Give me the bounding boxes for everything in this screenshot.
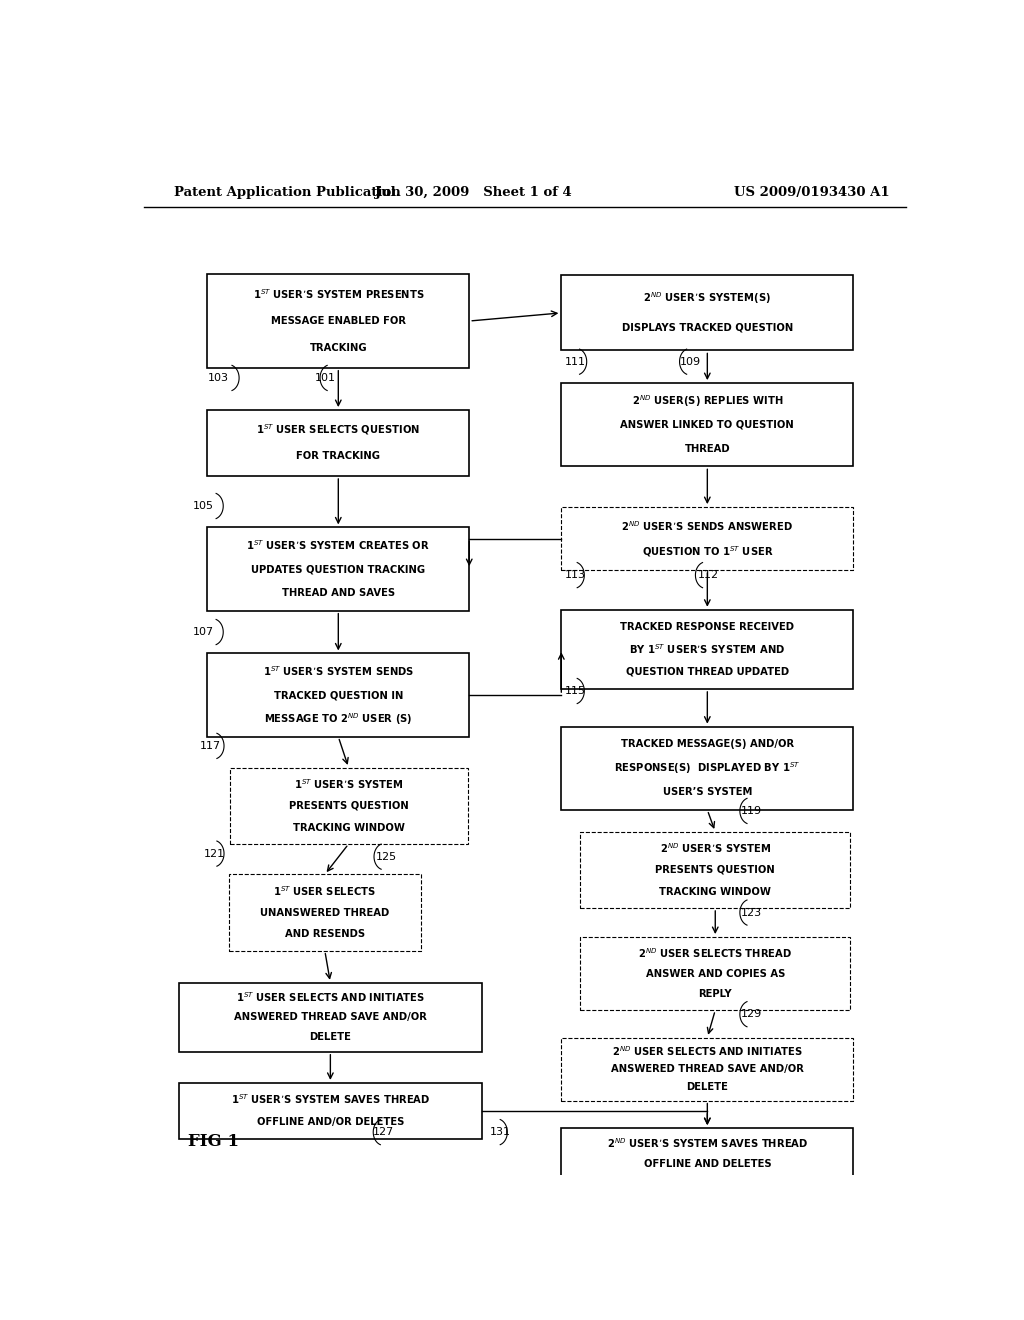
Text: 1$^{ST}$ USER SELECTS: 1$^{ST}$ USER SELECTS <box>273 884 376 898</box>
Text: Jul. 30, 2009   Sheet 1 of 4: Jul. 30, 2009 Sheet 1 of 4 <box>375 186 571 199</box>
Text: 1$^{ST}$ USER’S SYSTEM SENDS: 1$^{ST}$ USER’S SYSTEM SENDS <box>263 664 414 678</box>
Text: 2$^{ND}$ USER’S SYSTEM SAVES THREAD: 2$^{ND}$ USER’S SYSTEM SAVES THREAD <box>606 1137 808 1150</box>
Text: REPLY: REPLY <box>698 990 732 999</box>
Text: USER’S SYSTEM: USER’S SYSTEM <box>663 787 752 797</box>
Text: ANSWER LINKED TO QUESTION: ANSWER LINKED TO QUESTION <box>621 420 795 430</box>
Text: 1$^{ST}$ USER’S SYSTEM PRESENTS: 1$^{ST}$ USER’S SYSTEM PRESENTS <box>253 288 424 301</box>
Text: TRACKED QUESTION IN: TRACKED QUESTION IN <box>273 690 403 700</box>
Text: RESPONSE(S)  DISPLAYED BY 1$^{ST}$: RESPONSE(S) DISPLAYED BY 1$^{ST}$ <box>614 760 801 776</box>
Text: QUESTION TO 1$^{ST}$ USER: QUESTION TO 1$^{ST}$ USER <box>642 544 773 558</box>
Text: 105: 105 <box>194 502 214 511</box>
Text: DELETE: DELETE <box>686 1082 728 1092</box>
Text: US 2009/0193430 A1: US 2009/0193430 A1 <box>734 186 890 199</box>
Text: 2$^{ND}$ USER’S SENDS ANSWERED: 2$^{ND}$ USER’S SENDS ANSWERED <box>622 519 794 533</box>
Text: 1$^{ST}$ USER’S SYSTEM SAVES THREAD: 1$^{ST}$ USER’S SYSTEM SAVES THREAD <box>230 1093 430 1106</box>
Text: 127: 127 <box>373 1127 393 1137</box>
Text: QUESTION THREAD UPDATED: QUESTION THREAD UPDATED <box>626 667 788 677</box>
Text: OFFLINE AND/OR DELETES: OFFLINE AND/OR DELETES <box>257 1117 404 1127</box>
Text: 112: 112 <box>697 570 719 579</box>
Text: THREAD AND SAVES: THREAD AND SAVES <box>282 587 395 598</box>
Text: 109: 109 <box>680 356 700 367</box>
Text: PRESENTS QUESTION: PRESENTS QUESTION <box>655 865 775 875</box>
Text: 119: 119 <box>740 807 762 816</box>
Text: 131: 131 <box>489 1127 511 1137</box>
Text: 101: 101 <box>314 374 336 383</box>
Text: ANSWERED THREAD SAVE AND/OR: ANSWERED THREAD SAVE AND/OR <box>611 1064 804 1074</box>
FancyBboxPatch shape <box>207 275 469 368</box>
Text: UPDATES QUESTION TRACKING: UPDATES QUESTION TRACKING <box>251 564 425 574</box>
FancyBboxPatch shape <box>561 507 853 570</box>
Text: ANSWER AND COPIES AS: ANSWER AND COPIES AS <box>645 969 785 978</box>
Text: 2$^{ND}$ USER SELECTS THREAD: 2$^{ND}$ USER SELECTS THREAD <box>638 945 793 960</box>
Text: THREAD: THREAD <box>684 444 730 454</box>
Text: 2$^{ND}$ USER’S SYSTEM(S): 2$^{ND}$ USER’S SYSTEM(S) <box>643 290 771 306</box>
Text: TRACKED RESPONSE RECEIVED: TRACKED RESPONSE RECEIVED <box>621 622 795 632</box>
Text: Patent Application Publication: Patent Application Publication <box>174 186 400 199</box>
FancyBboxPatch shape <box>179 982 482 1052</box>
Text: 125: 125 <box>376 851 396 862</box>
Text: 1$^{ST}$ USER SELECTS QUESTION: 1$^{ST}$ USER SELECTS QUESTION <box>256 422 421 437</box>
Text: MESSAGE ENABLED FOR: MESSAGE ENABLED FOR <box>270 315 406 326</box>
Text: AND RESENDS: AND RESENDS <box>285 929 365 940</box>
FancyBboxPatch shape <box>561 610 853 689</box>
Text: 1$^{ST}$ USER’S SYSTEM: 1$^{ST}$ USER’S SYSTEM <box>294 777 403 791</box>
Text: ANSWERED THREAD SAVE AND/OR: ANSWERED THREAD SAVE AND/OR <box>233 1012 427 1022</box>
Text: TRACKING WINDOW: TRACKING WINDOW <box>659 887 771 896</box>
Text: 117: 117 <box>200 741 220 751</box>
Text: 113: 113 <box>564 570 586 579</box>
Text: TRACKED MESSAGE(S) AND/OR: TRACKED MESSAGE(S) AND/OR <box>621 739 794 750</box>
Text: PRESENTS QUESTION: PRESENTS QUESTION <box>289 801 409 810</box>
FancyBboxPatch shape <box>561 276 853 351</box>
Text: BY 1$^{ST}$ USER’S SYSTEM AND: BY 1$^{ST}$ USER’S SYSTEM AND <box>629 643 785 656</box>
Text: 121: 121 <box>204 849 224 858</box>
FancyBboxPatch shape <box>229 768 468 843</box>
Text: OFFLINE AND DELETES: OFFLINE AND DELETES <box>643 1159 771 1168</box>
Text: 107: 107 <box>194 627 214 638</box>
FancyBboxPatch shape <box>561 1129 853 1179</box>
FancyBboxPatch shape <box>179 1082 482 1139</box>
Text: 115: 115 <box>564 686 586 696</box>
Text: 123: 123 <box>740 908 762 917</box>
FancyBboxPatch shape <box>207 411 469 477</box>
FancyBboxPatch shape <box>561 726 853 810</box>
Text: 129: 129 <box>740 1010 762 1019</box>
Text: FIG 1: FIG 1 <box>187 1133 239 1150</box>
FancyBboxPatch shape <box>207 653 469 737</box>
Text: UNANSWERED THREAD: UNANSWERED THREAD <box>260 908 389 917</box>
Text: DISPLAYS TRACKED QUESTION: DISPLAYS TRACKED QUESTION <box>622 323 793 333</box>
Text: DELETE: DELETE <box>309 1032 351 1041</box>
FancyBboxPatch shape <box>561 383 853 466</box>
Text: TRACKING WINDOW: TRACKING WINDOW <box>293 822 404 833</box>
Text: 1$^{ST}$ USER’S SYSTEM CREATES OR: 1$^{ST}$ USER’S SYSTEM CREATES OR <box>247 539 430 552</box>
Text: MESSAGE TO 2$^{ND}$ USER (S): MESSAGE TO 2$^{ND}$ USER (S) <box>264 711 413 727</box>
Text: 1$^{ST}$ USER SELECTS AND INITIATES: 1$^{ST}$ USER SELECTS AND INITIATES <box>236 990 425 1005</box>
Text: FOR TRACKING: FOR TRACKING <box>296 451 380 461</box>
Text: 2$^{ND}$ USER’S SYSTEM: 2$^{ND}$ USER’S SYSTEM <box>659 841 771 855</box>
Text: 111: 111 <box>564 356 586 367</box>
Text: 103: 103 <box>207 374 228 383</box>
FancyBboxPatch shape <box>228 874 421 950</box>
FancyBboxPatch shape <box>561 1038 853 1101</box>
FancyBboxPatch shape <box>581 832 850 908</box>
Text: TRACKING: TRACKING <box>309 343 368 352</box>
Text: 2$^{ND}$ USER SELECTS AND INITIATES: 2$^{ND}$ USER SELECTS AND INITIATES <box>611 1044 803 1059</box>
Text: 2$^{ND}$ USER(S) REPLIES WITH: 2$^{ND}$ USER(S) REPLIES WITH <box>632 393 783 409</box>
FancyBboxPatch shape <box>581 937 850 1010</box>
FancyBboxPatch shape <box>207 528 469 611</box>
